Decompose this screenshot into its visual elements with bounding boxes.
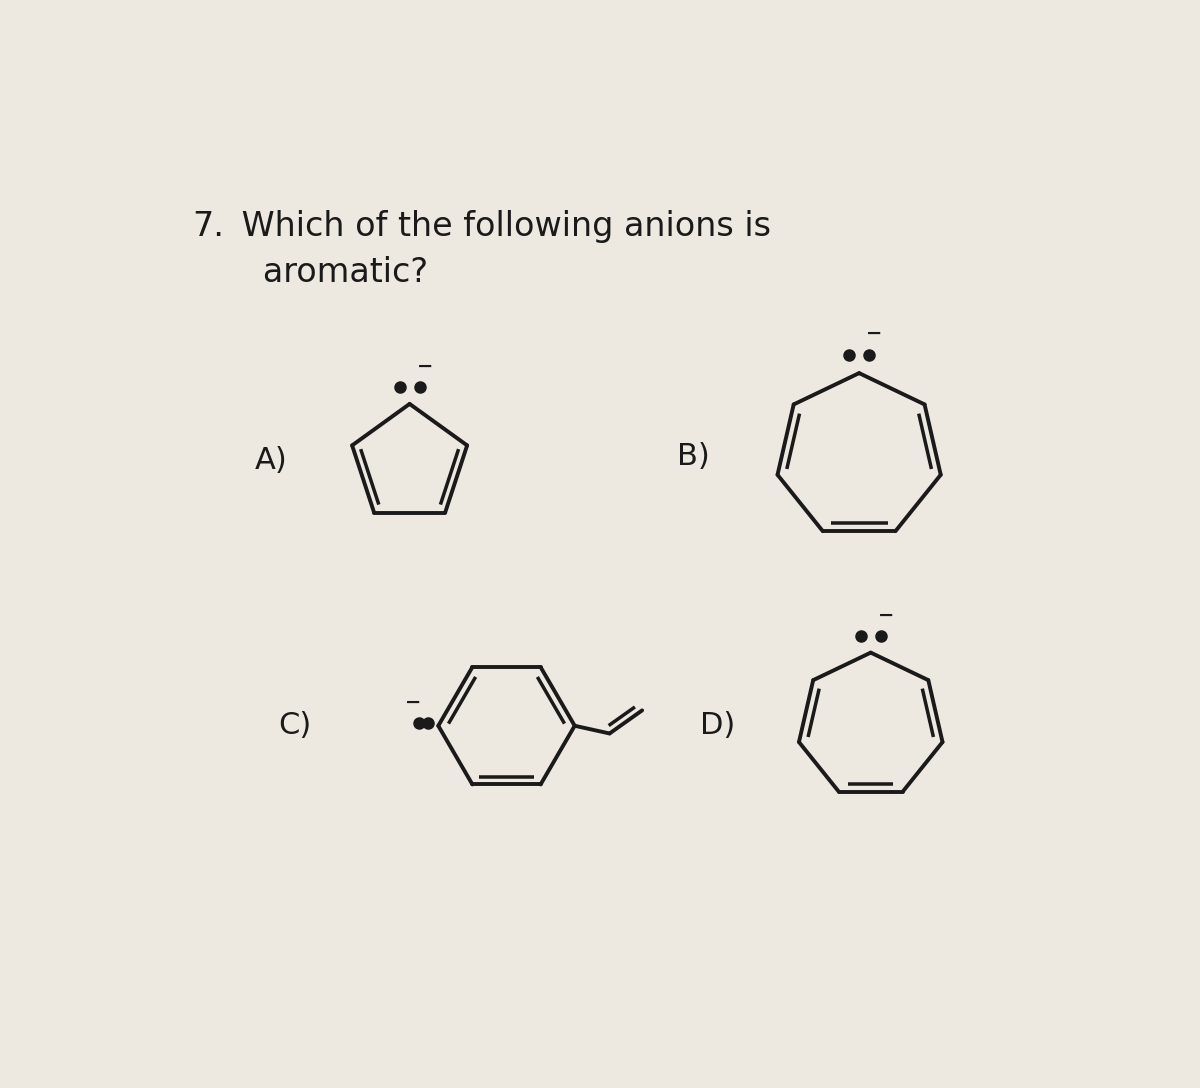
Text: −: − — [406, 693, 421, 713]
Text: −: − — [878, 605, 894, 625]
Text: C): C) — [278, 712, 311, 740]
Text: Which of the following anions is
   aromatic?: Which of the following anions is aromati… — [232, 210, 772, 289]
Text: A): A) — [254, 446, 287, 474]
Text: B): B) — [677, 442, 709, 471]
Text: D): D) — [701, 712, 736, 740]
Text: −: − — [416, 357, 433, 375]
Text: 7.: 7. — [193, 210, 224, 243]
Text: −: − — [866, 323, 883, 343]
